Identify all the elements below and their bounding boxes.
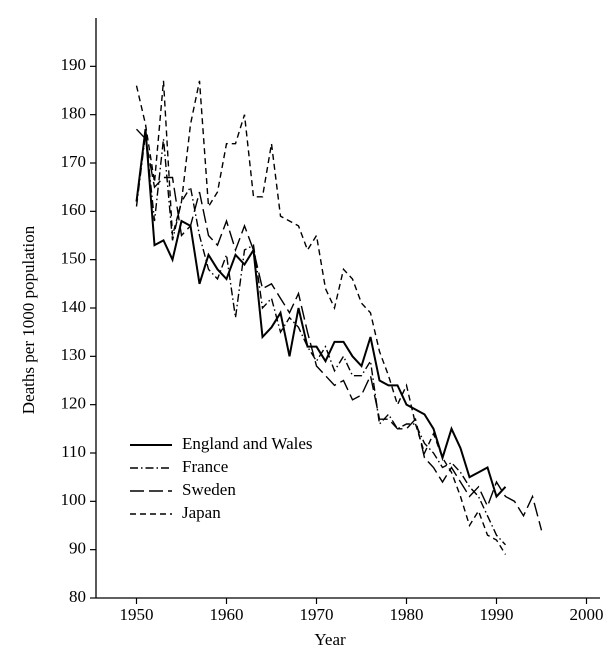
y-tick-label: 150 bbox=[61, 249, 87, 268]
y-tick-label: 80 bbox=[69, 587, 86, 606]
y-tick-label: 90 bbox=[69, 539, 86, 558]
x-tick-label: 1960 bbox=[210, 605, 244, 624]
x-tick-label: 2000 bbox=[570, 605, 604, 624]
legend-label: Japan bbox=[182, 503, 221, 522]
legend-label: Sweden bbox=[182, 480, 236, 499]
series-line bbox=[135, 133, 507, 546]
y-tick-label: 110 bbox=[61, 442, 86, 461]
y-tick-label: 130 bbox=[61, 345, 87, 364]
y-tick-label: 170 bbox=[61, 152, 87, 171]
x-tick-label: 1990 bbox=[480, 605, 514, 624]
x-tick-label: 1950 bbox=[120, 605, 154, 624]
y-tick-label: 100 bbox=[61, 490, 87, 509]
y-tick-label: 190 bbox=[61, 55, 87, 74]
y-tick-label: 180 bbox=[61, 104, 87, 123]
legend-label: England and Wales bbox=[182, 434, 313, 453]
y-tick-label: 140 bbox=[61, 297, 87, 316]
series-line bbox=[135, 80, 507, 555]
y-tick-label: 120 bbox=[61, 394, 87, 413]
series-line bbox=[135, 128, 543, 531]
x-axis-label: Year bbox=[314, 630, 346, 649]
x-tick-label: 1970 bbox=[300, 605, 334, 624]
x-tick-label: 1980 bbox=[390, 605, 424, 624]
y-tick-label: 160 bbox=[61, 200, 87, 219]
y-axis-label: Deaths per 1000 population bbox=[19, 225, 38, 414]
legend-label: France bbox=[182, 457, 228, 476]
